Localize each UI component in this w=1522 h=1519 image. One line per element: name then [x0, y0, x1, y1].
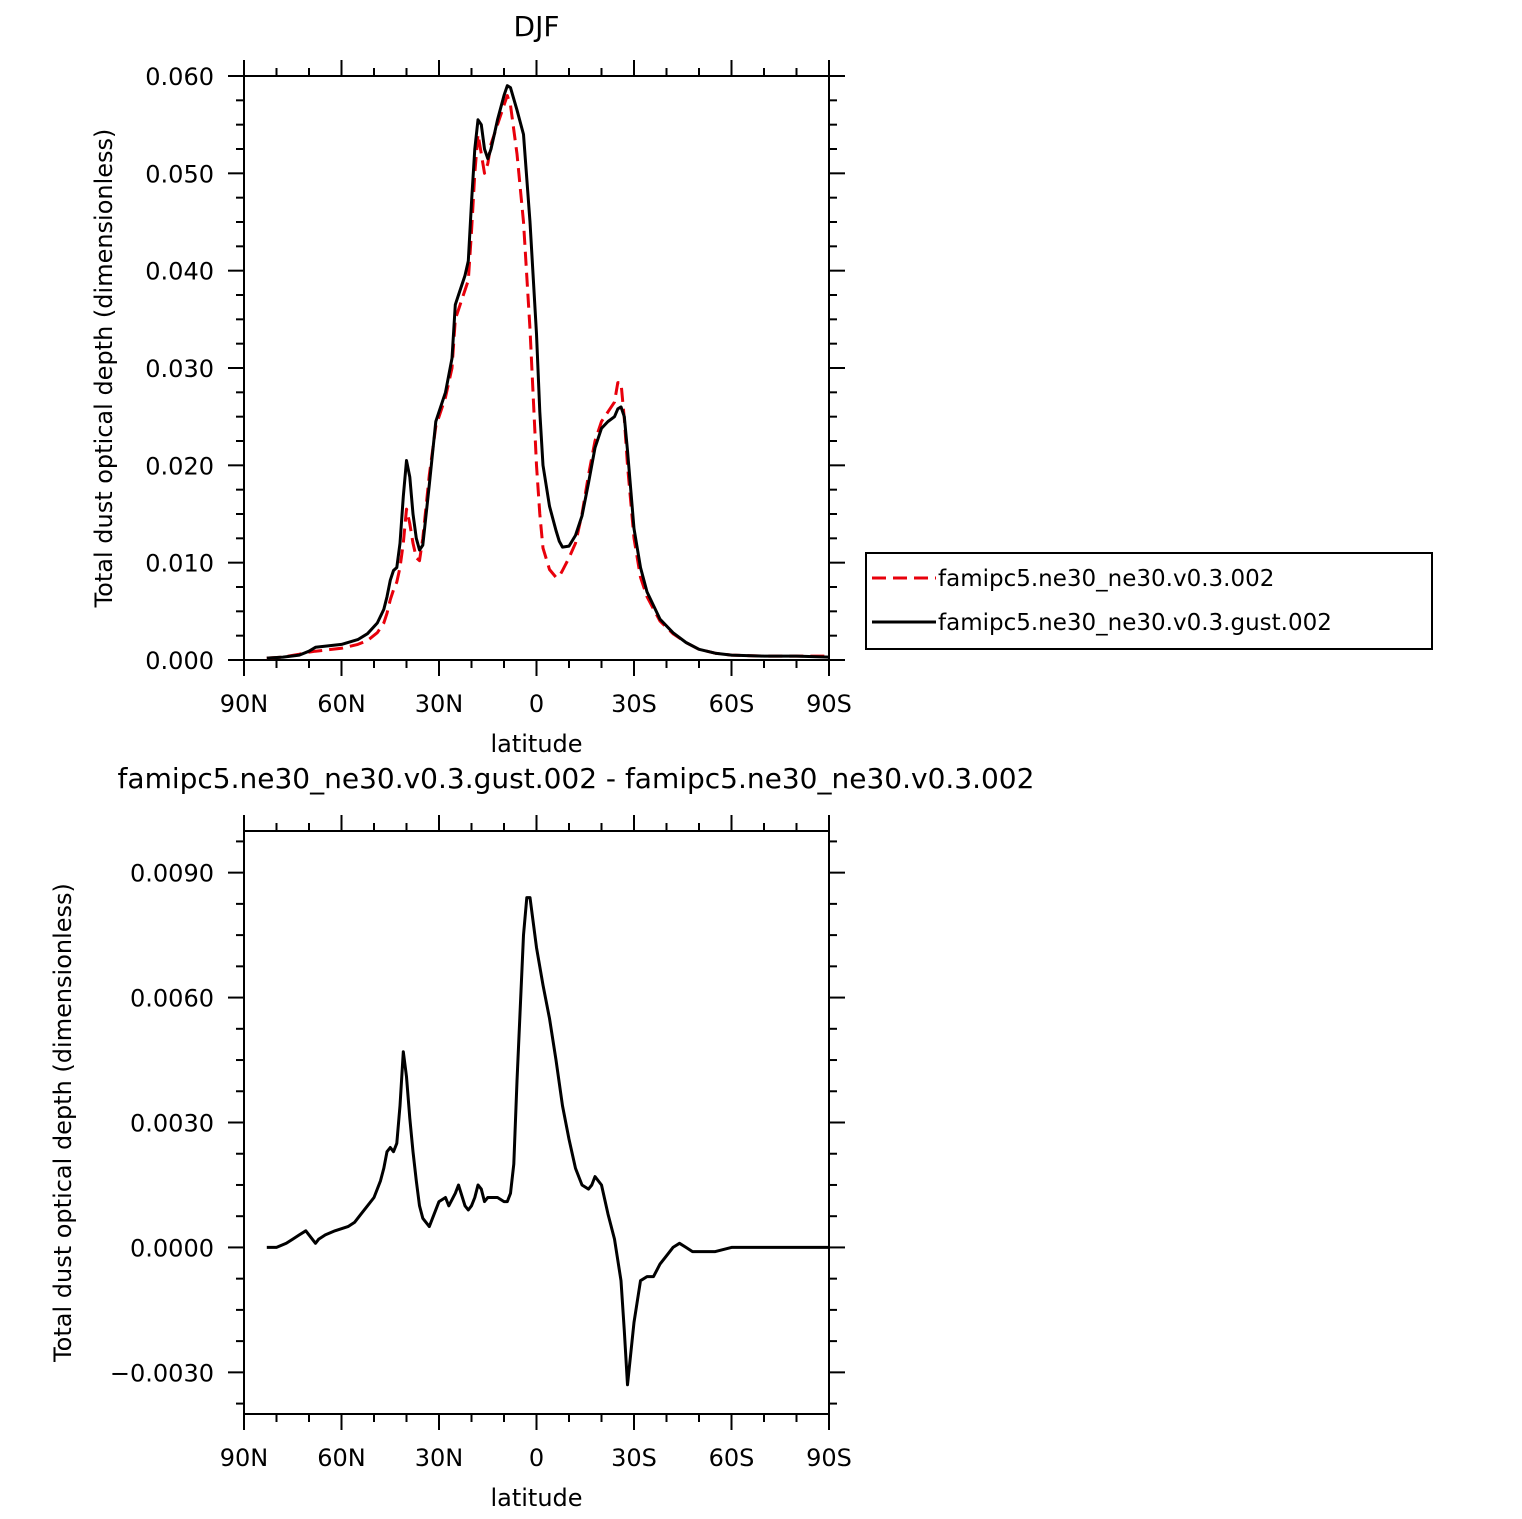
y-tick-label: 0.0030 [130, 1110, 214, 1138]
x-tick-label: 60N [317, 1444, 366, 1472]
x-tick-label: 90S [806, 1444, 852, 1472]
x-tick-label: 90N [220, 1444, 269, 1472]
x-tick-label: 90S [806, 690, 852, 718]
x-tick-label: 30N [415, 1444, 464, 1472]
x-tick-label: 60S [709, 1444, 755, 1472]
y-tick-label: 0.0000 [130, 1234, 214, 1262]
x-tick-label: 60N [317, 690, 366, 718]
y-axis-title: Total dust optical depth (dimensionless) [90, 129, 118, 609]
y-tick-label: 0.0060 [130, 985, 214, 1013]
top-panel: 90N 60N 30N 0 30S 60S 90S 0.000 0.010 0.020 0.030 0… [90, 10, 852, 758]
x-tick-label: 30S [611, 690, 657, 718]
y-axis-title: Total dust optical depth (dimensionless) [49, 883, 77, 1363]
x-tick-label: 30N [415, 690, 464, 718]
x-tick-label: 0 [529, 690, 544, 718]
x-tick-label: 0 [529, 1444, 544, 1472]
legend-box [865, 552, 1433, 650]
legend-entry: famipc5.ne30_ne30.v0.3.gust.002 [938, 610, 1332, 636]
series-line-1 [266, 84, 830, 660]
x-axis-title: latitude [490, 730, 582, 758]
series-line-0 [266, 94, 829, 660]
y-tick-label: 0.030 [145, 355, 214, 383]
legend-entry: famipc5.ne30_ne30.v0.3.002 [938, 566, 1274, 592]
x-tick-label: 60S [709, 690, 755, 718]
y-tick-label: 0.050 [145, 160, 214, 188]
plot-title: famipc5.ne30_ne30.v0.3.gust.002 - famipc… [118, 762, 1035, 795]
legend: famipc5.ne30_ne30.v0.3.002 famipc5.ne30_n… [865, 552, 1433, 650]
x-tick-label: 90N [220, 690, 269, 718]
y-tick-label: 0.020 [145, 452, 214, 480]
y-tick-label: 0.0090 [130, 860, 214, 888]
y-tick-label: 0.000 [145, 647, 214, 675]
plot-title: DJF [514, 10, 560, 43]
bottom-panel: 90N 60N 30N 0 30S 60S 90S −0.0030 0.0000 0.0030 0.… [49, 762, 1034, 1512]
series-line-0 [266, 896, 829, 1387]
y-tick-label: 0.040 [145, 258, 214, 286]
x-axis-title: latitude [490, 1484, 582, 1512]
plot-frame [243, 830, 830, 1415]
x-tick-label: 30S [611, 1444, 657, 1472]
y-tick-label: 0.060 [145, 63, 214, 91]
y-tick-label: 0.010 [145, 550, 214, 578]
y-tick-label: −0.0030 [110, 1359, 214, 1387]
